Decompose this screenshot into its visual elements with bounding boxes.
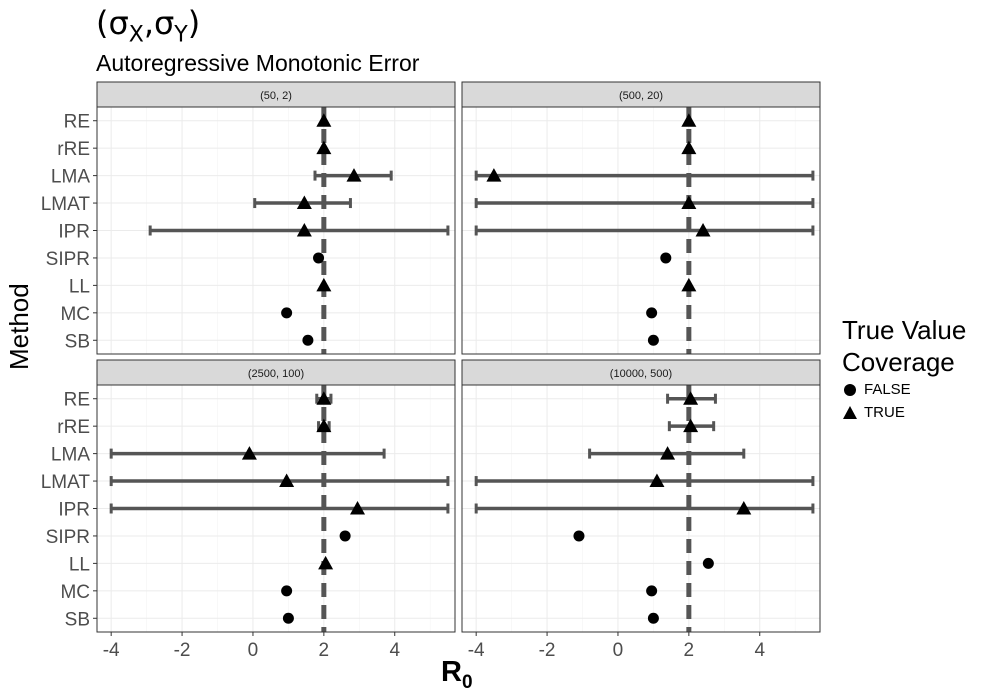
x-tick-label: 2	[684, 640, 695, 661]
chart-title: (σX,σY)	[96, 4, 201, 48]
point-triangle	[649, 473, 665, 488]
y-tick-label: IPR	[58, 500, 90, 521]
point-circle	[646, 307, 658, 319]
point-triangle	[316, 140, 332, 155]
y-tick-label: rRE	[57, 139, 90, 160]
legend-title-line2: Coverage	[842, 347, 955, 377]
point-triangle	[486, 168, 502, 182]
x-axis-title: R0	[441, 656, 473, 693]
legend-label-true: TRUE	[864, 404, 905, 421]
y-tick-label: LL	[69, 276, 90, 297]
point-triangle	[681, 140, 697, 155]
facet-label: (2500, 100)	[248, 368, 304, 380]
legend-item-true: TRUE	[842, 401, 966, 424]
point-circle	[281, 585, 293, 597]
point-triangle	[316, 113, 332, 127]
panel-border	[461, 384, 821, 633]
chart-subtitle: Autoregressive Monotonic Error	[96, 50, 420, 76]
point-triangle	[683, 391, 699, 405]
point-triangle	[681, 277, 697, 292]
facet-strip	[461, 359, 821, 386]
y-tick-label: LMAT	[41, 472, 91, 493]
y-tick-label: SB	[65, 609, 90, 630]
point-triangle	[279, 473, 295, 488]
point-circle	[702, 557, 714, 569]
y-tick-label: MC	[60, 582, 90, 603]
point-circle	[339, 530, 351, 542]
x-tick-label: -2	[539, 640, 556, 661]
point-circle	[647, 612, 659, 624]
y-tick-label: LMA	[51, 167, 90, 188]
point-triangle	[681, 113, 697, 127]
y-tick-label: RE	[64, 112, 90, 133]
y-tick-label: SIPR	[46, 249, 90, 270]
y-tick-label: SB	[65, 331, 90, 352]
facet-label: (10000, 500)	[610, 368, 672, 380]
y-tick-label: LL	[69, 554, 90, 575]
point-triangle	[681, 195, 697, 210]
point-triangle	[296, 195, 312, 210]
point-triangle	[660, 446, 676, 460]
point-circle	[647, 334, 659, 346]
point-triangle	[296, 223, 312, 237]
x-tick-label: -4	[468, 640, 485, 661]
point-circle	[573, 530, 585, 542]
point-circle	[302, 334, 314, 346]
x-tick-label: 0	[248, 640, 259, 661]
legend: True Value Coverage FALSE TRUE	[842, 314, 966, 424]
y-tick-label: rRE	[57, 417, 90, 438]
x-tick-label: 4	[754, 640, 765, 661]
point-triangle	[241, 446, 257, 460]
y-tick-label: LMAT	[41, 194, 91, 215]
triangle-icon	[843, 405, 857, 419]
point-triangle	[695, 223, 711, 237]
point-circle	[282, 612, 294, 624]
facet-label: (500, 20)	[619, 90, 663, 102]
point-triangle	[736, 501, 752, 515]
point-circle	[313, 252, 325, 264]
x-tick-label: -4	[103, 640, 120, 661]
point-triangle	[683, 418, 699, 433]
facet-label: (50, 2)	[260, 90, 292, 102]
x-tick-label: -2	[174, 640, 191, 661]
point-triangle	[316, 391, 332, 405]
point-triangle	[316, 418, 332, 433]
x-tick-label: 0	[613, 640, 624, 661]
point-triangle	[316, 277, 332, 292]
point-triangle	[346, 168, 362, 182]
circle-icon	[844, 383, 856, 396]
point-triangle	[318, 555, 334, 570]
y-tick-label: LMA	[51, 445, 90, 466]
panel-border	[461, 106, 821, 355]
point-circle	[281, 307, 293, 319]
y-tick-label: IPR	[58, 222, 90, 243]
x-tick-label: 4	[389, 640, 400, 661]
x-tick-label: 2	[319, 640, 330, 661]
y-tick-label: RE	[64, 390, 90, 411]
legend-label-false: FALSE	[864, 381, 911, 398]
facet-strip	[96, 81, 456, 108]
legend-title-line1: True Value	[842, 315, 967, 345]
y-tick-label: MC	[60, 304, 90, 325]
legend-item-false: FALSE	[842, 378, 966, 401]
point-triangle	[350, 501, 366, 515]
y-tick-label: SIPR	[46, 527, 90, 548]
point-circle	[646, 585, 658, 597]
point-circle	[660, 252, 672, 264]
